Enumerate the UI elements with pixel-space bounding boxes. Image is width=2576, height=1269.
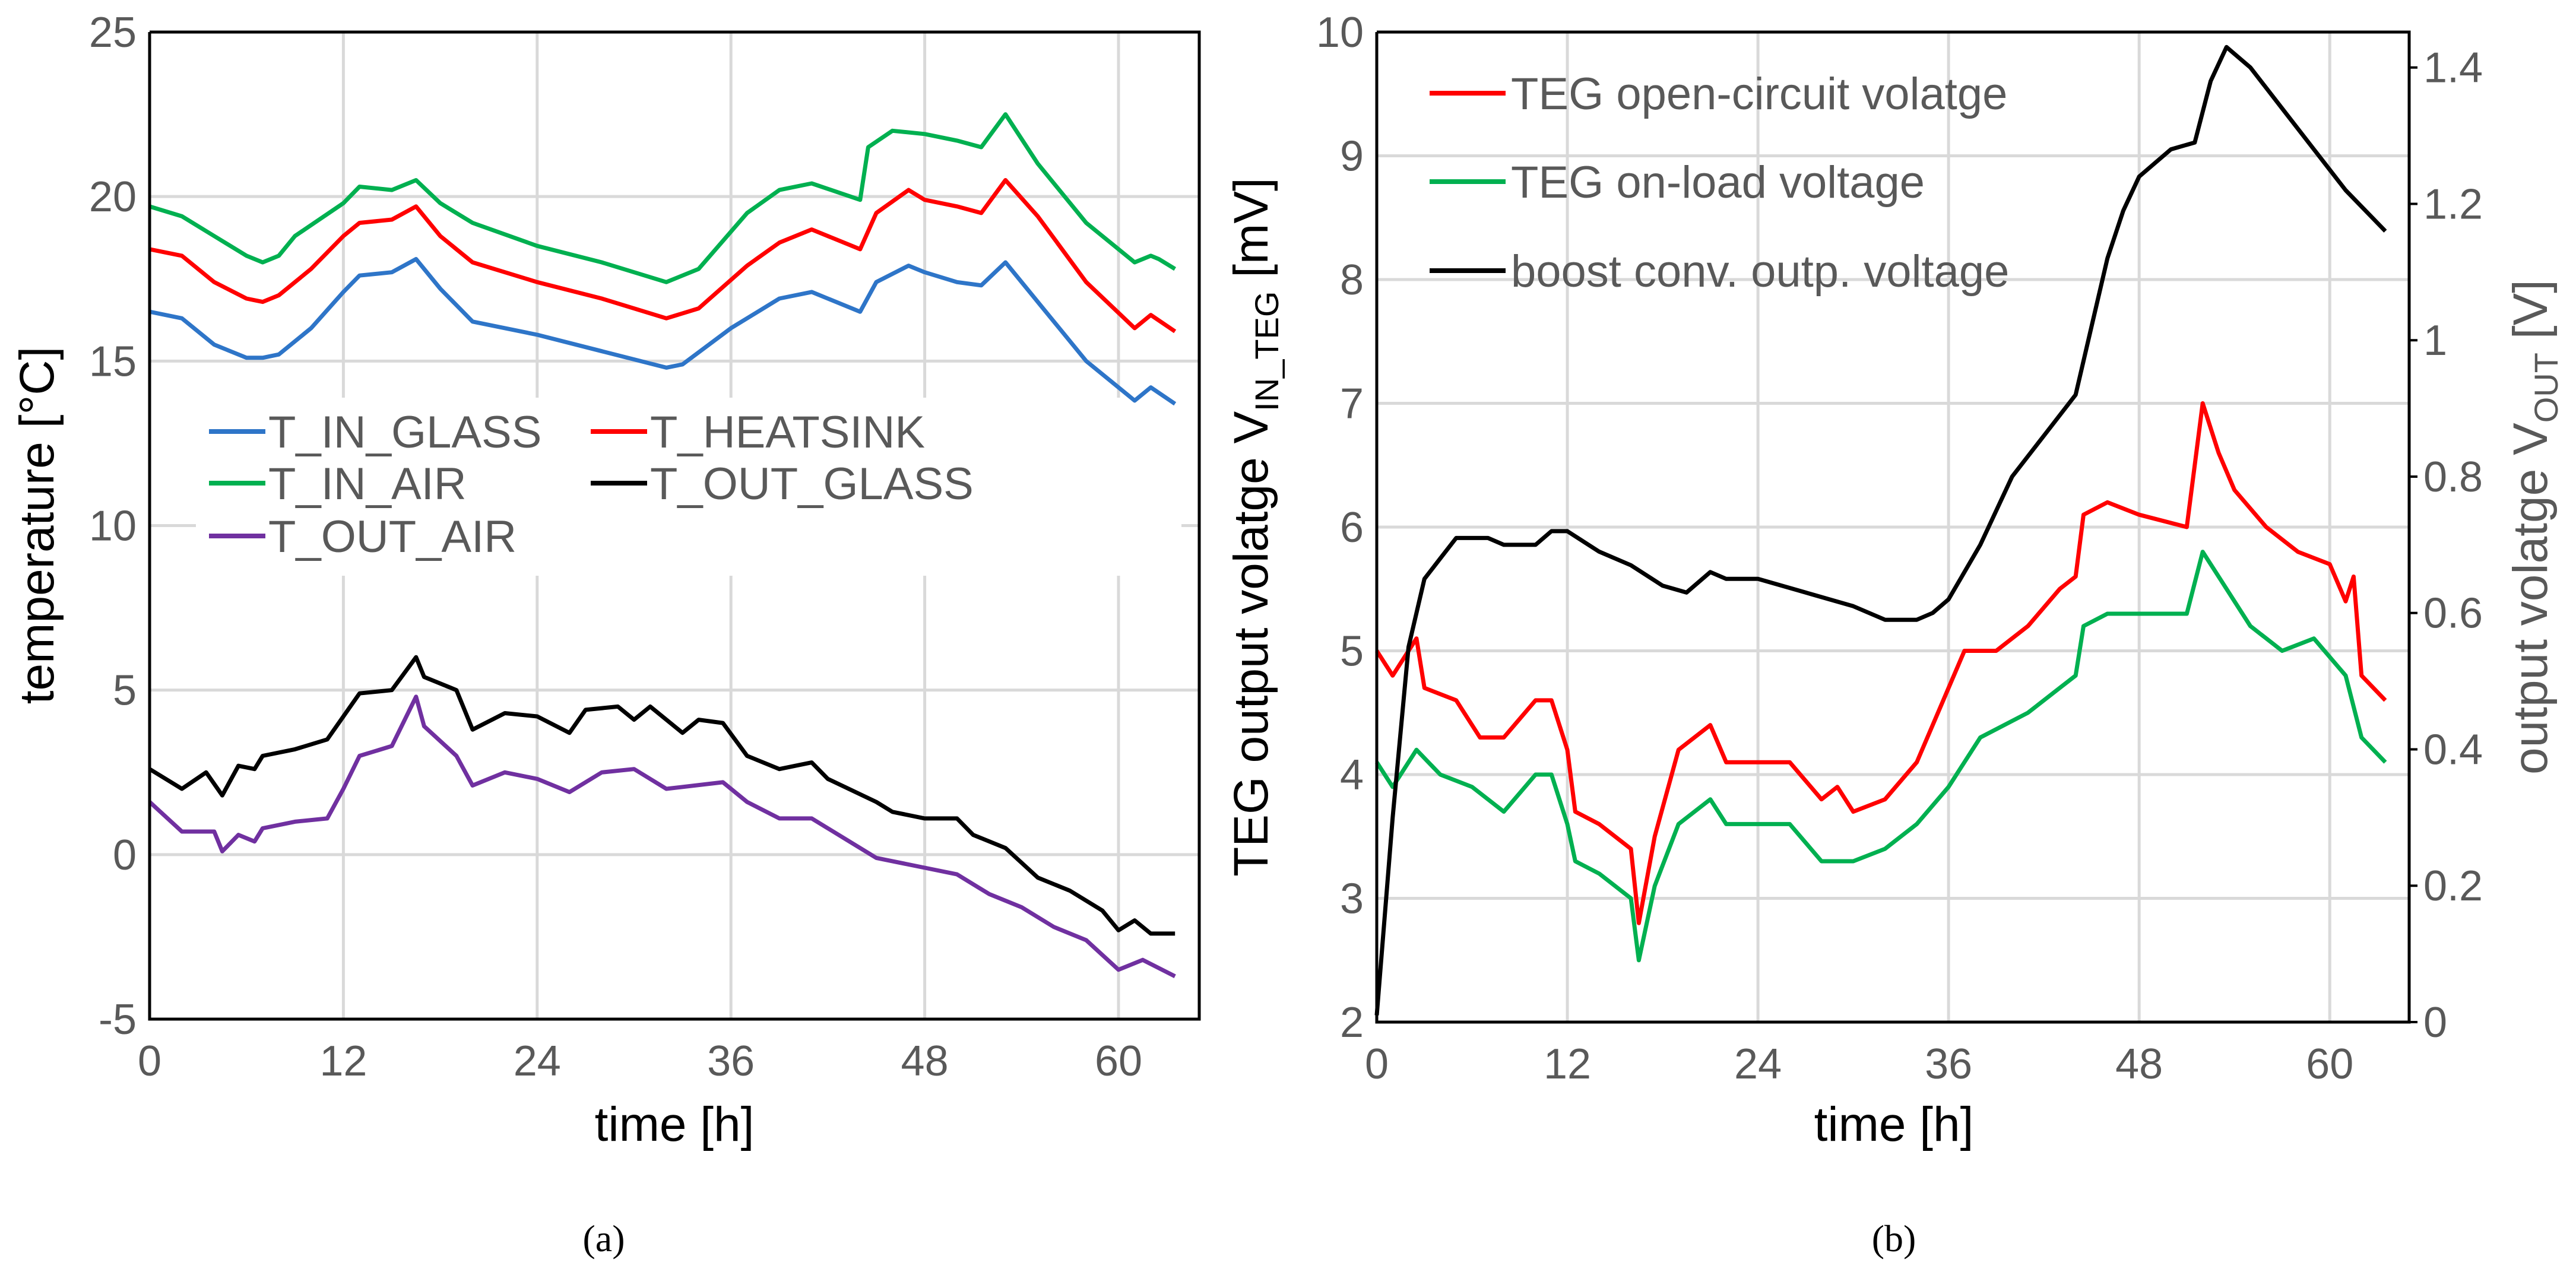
panel-b-voltage-chart: 0 12 24 36 48 60 2 3 4 5 6 7 8 9 10 0 0.2 0.4 0.6 0.8 1 1.2 1.… xyxy=(1224,9,2565,1151)
series-line-teg-on-load-voltage xyxy=(1375,550,2387,963)
left-y-title-unit: [mV] xyxy=(1224,177,1278,291)
y-tick-label: 15 xyxy=(89,338,137,385)
legend-label: TEG on-load voltage xyxy=(1511,157,1925,208)
right-y-tick-label: 1.4 xyxy=(2423,45,2483,92)
y-tick-label: 3 xyxy=(1340,875,1364,923)
x-tick-label: 60 xyxy=(1095,1038,1142,1085)
y-tick-label: 6 xyxy=(1340,504,1364,551)
x-tick-label: 36 xyxy=(707,1038,755,1085)
y-tick-label: 9 xyxy=(1340,133,1364,180)
right-y-title-subscript: OUT xyxy=(2527,353,2565,423)
series-line-t-out-glass xyxy=(148,655,1175,936)
x-tick-label: 0 xyxy=(1365,1040,1389,1088)
x-tick-label: 12 xyxy=(1544,1040,1591,1088)
plot-frame xyxy=(148,30,1201,1021)
x-tick-label: 0 xyxy=(138,1038,161,1085)
right-y-tick-label: 0.6 xyxy=(2423,590,2483,637)
y-axis-title: temperature [°C] xyxy=(10,347,64,704)
legend-label: boost conv. outp. voltage xyxy=(1511,246,2009,297)
y-tick-label: 4 xyxy=(1340,751,1364,799)
y-tick-label: 10 xyxy=(1316,9,1364,56)
legend-label: T_HEATSINK xyxy=(650,407,925,458)
legend-label: T_OUT_GLASS xyxy=(650,459,974,509)
right-y-title-unit: [V] xyxy=(2504,280,2558,353)
series-line-boost-conv-outp-voltage xyxy=(1374,45,2387,1016)
right-y-tick-label: 0.4 xyxy=(2423,726,2483,773)
y-tick-label: 8 xyxy=(1340,256,1364,304)
right-y-tick-label: 1 xyxy=(2423,317,2447,364)
series-line-t-in-air xyxy=(148,112,1177,284)
right-y-tick-label: 1.2 xyxy=(2423,180,2483,228)
x-axis-title: time [h] xyxy=(595,1097,755,1151)
plot-frame xyxy=(1375,30,2411,1024)
left-y-axis-title: TEG output volatge VIN_TEG [mV] xyxy=(1224,177,1285,877)
legend-background xyxy=(196,398,1181,576)
legend-label: T_IN_GLASS xyxy=(268,407,541,458)
y-tick-label: 5 xyxy=(1340,628,1364,675)
right-y-tick-label: 0 xyxy=(2423,999,2447,1046)
x-tick-label: 24 xyxy=(514,1038,561,1085)
y-tick-label: 2 xyxy=(1340,999,1364,1046)
x-tick-label: 36 xyxy=(1925,1040,1972,1088)
right-y-tick-label: 0.2 xyxy=(2423,862,2483,910)
left-y-title-subscript: IN_TEG xyxy=(1248,291,1285,411)
series-line-teg-open-circuit-volatge xyxy=(1375,401,2387,925)
y-tick-label: 7 xyxy=(1340,380,1364,428)
series-line-t-heatsink xyxy=(149,178,1177,334)
y-tick-label: 10 xyxy=(89,503,137,550)
panel-a-caption: (a) xyxy=(582,1217,625,1260)
series-line-t-in-glass xyxy=(149,257,1177,406)
panel-b-caption: (b) xyxy=(1872,1217,1916,1260)
series-line-t-out-air xyxy=(148,694,1176,979)
x-tick-label: 24 xyxy=(1734,1040,1782,1088)
x-tick-label: 60 xyxy=(2306,1040,2353,1088)
left-y-title-main: TEG output volatge V xyxy=(1224,411,1278,877)
y-tick-label: 20 xyxy=(89,173,137,221)
legend-label: T_OUT_AIR xyxy=(268,512,517,562)
right-y-tick-label: 0.8 xyxy=(2423,453,2483,501)
x-tick-label: 48 xyxy=(2115,1040,2163,1088)
x-axis-title: time [h] xyxy=(1814,1097,1974,1151)
legend-label: TEG open-circuit volatge xyxy=(1511,69,2007,119)
y-tick-label: 5 xyxy=(113,667,137,715)
x-tick-label: 12 xyxy=(319,1038,367,1085)
legend-label: T_IN_AIR xyxy=(268,459,467,509)
y-tick-label: 25 xyxy=(89,9,137,56)
y-tick-label: -5 xyxy=(99,996,137,1043)
right-y-title-main: output volatge V xyxy=(2504,423,2558,775)
y-tick-label: 0 xyxy=(113,832,137,879)
x-tick-label: 48 xyxy=(901,1038,949,1085)
right-y-axis-title: output volatge VOUT [V] xyxy=(2504,280,2565,775)
